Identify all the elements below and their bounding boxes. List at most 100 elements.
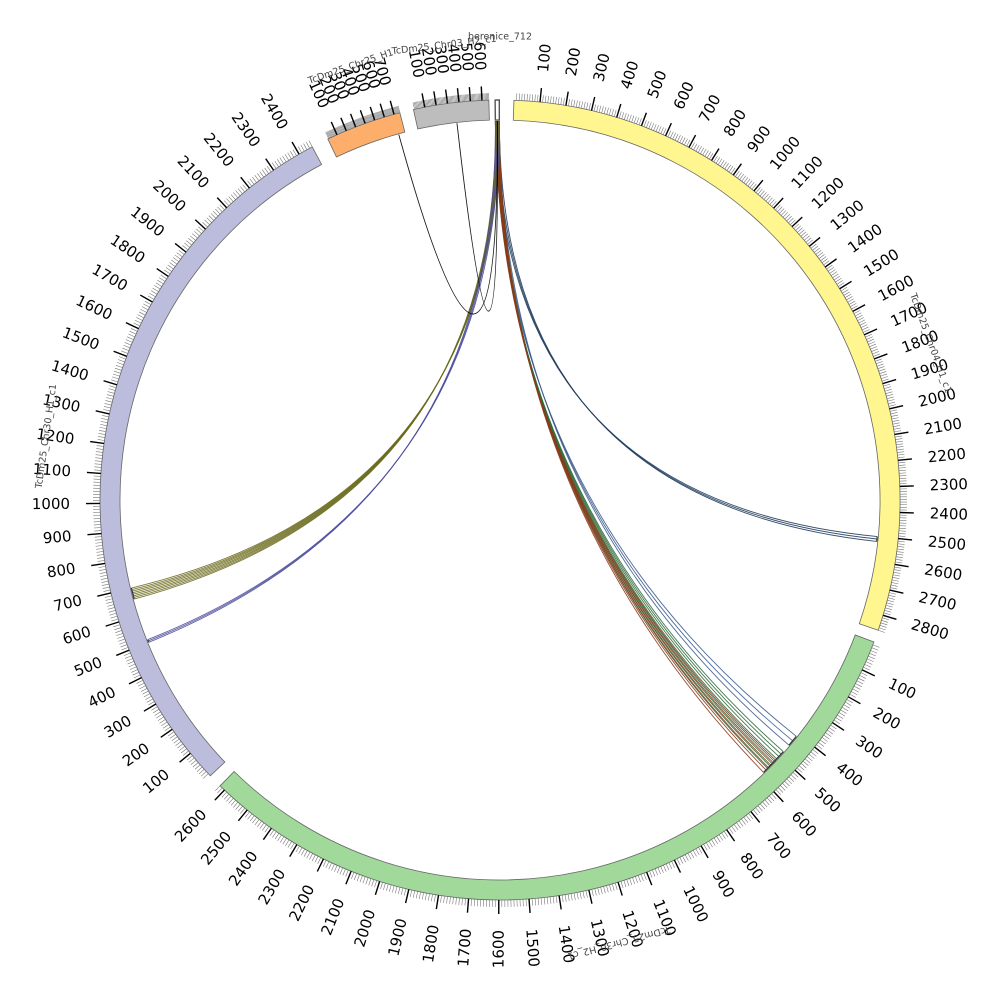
major-tick [128,676,142,685]
tick-label: 1100 [32,460,71,480]
major-tick [125,322,139,330]
major-tick [791,216,803,228]
tick-label: 1000 [679,883,712,925]
major-tick [773,197,784,209]
major-tick [897,458,913,462]
major-tick [852,304,866,312]
tick-label: 400 [444,43,465,73]
major-tick [673,859,682,873]
link-end [788,735,797,746]
segment-tcdm25-chr30-h1-c1 [99,146,323,777]
tick-label: 100 [405,48,428,80]
tick-label: 2700 [917,588,958,614]
major-tick [466,898,470,913]
tick-label: 800 [736,849,767,883]
link [132,121,499,594]
major-tick [444,89,449,104]
major-tick [374,881,381,896]
major-tick [539,88,543,103]
tick-label: 2200 [200,129,238,170]
major-tick [194,219,207,230]
major-tick [289,844,298,857]
major-tick [105,621,120,627]
major-tick [237,809,248,822]
major-tick [794,769,806,781]
major-tick [116,649,130,657]
tick-label: 2200 [927,445,967,467]
major-tick [421,93,426,108]
link-end [130,587,135,600]
major-tick [345,870,352,885]
tick-label: 600 [60,622,93,648]
tick-label: 1500 [60,323,102,354]
tick-label: 900 [708,867,738,901]
link [498,120,767,771]
tick-label: 800 [46,559,77,581]
major-tick [143,703,157,712]
tick-label: 2300 [228,109,264,151]
major-tick [265,158,275,171]
tick-label: 2100 [923,414,964,438]
major-tick [379,103,385,118]
tick-label: 400 [85,683,119,712]
major-tick [894,563,909,568]
major-tick [640,112,648,127]
major-tick [103,380,118,386]
tick-label: 1500 [522,928,543,967]
tick-label: 400 [833,759,867,791]
major-tick [617,881,623,896]
link-group [494,120,784,769]
link [497,120,773,765]
tick-label: 500 [811,784,844,817]
tick-label: 2500 [197,828,235,869]
link-group [130,120,500,600]
major-tick [882,378,897,385]
link [498,120,771,767]
link-group [147,120,500,643]
major-tick [824,258,837,268]
tick-label: 2600 [171,806,210,846]
segment-tcdm25-chr04-h1-c1 [512,99,901,631]
link [496,121,878,540]
segment-tcdm25-chr03-h2-c1 [412,99,490,130]
major-tick [349,113,357,128]
major-tick [898,537,913,541]
tick-label: 1500 [860,245,902,280]
minor-ticks [412,93,490,110]
major-tick [95,410,110,415]
minor-ticks [516,93,908,633]
link [496,121,778,760]
link [498,120,877,542]
tick-label: 200 [562,46,584,77]
major-tick [433,91,437,106]
tick-label: 2400 [225,848,262,890]
major-tick [139,294,153,303]
minor-ticks [92,140,313,779]
major-tick [750,811,761,823]
major-tick [359,110,366,124]
link [134,121,496,600]
major-tick [86,471,101,475]
link [131,120,500,591]
major-tick [262,827,272,841]
tick-label: 100 [885,675,919,703]
tick-label: 200 [870,704,904,734]
major-tick [710,148,720,161]
major-tick [216,197,228,209]
segment-tcdm25-chr25-h1 [327,112,406,158]
segment-label-berenice-712: berenice_712 [468,32,532,43]
link [148,121,498,642]
tick-label: 2400 [930,504,969,523]
tick-label: 2000 [350,907,379,949]
tick-label: 700 [763,829,795,863]
tick-label: 1800 [107,231,149,267]
link [496,121,780,757]
major-tick [160,728,173,738]
link [496,121,772,766]
tick-label: 2300 [254,866,289,908]
link [496,121,793,742]
major-tick [814,746,827,757]
major-tick [753,179,764,192]
